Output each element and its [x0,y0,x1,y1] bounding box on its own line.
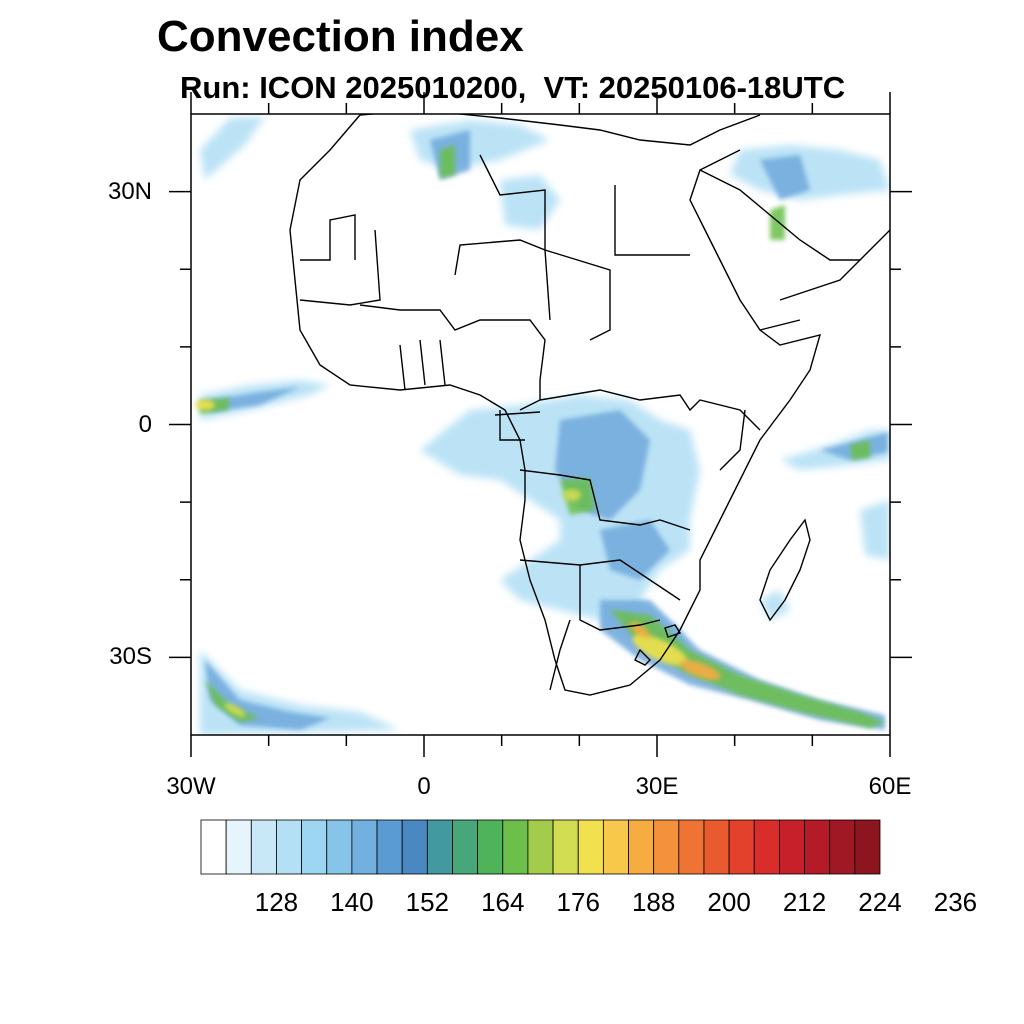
coastlines [289,114,890,696]
colorbar-label: 176 [556,887,600,917]
lat-tick-label: 30N [107,177,152,205]
colorbar-label: 212 [782,887,827,917]
colorbar-swatch [276,819,302,875]
lon-tick-label: 60E [868,773,912,800]
colorbar-swatch [779,819,805,875]
lon-tick-label: 30E [635,773,679,800]
colorbar-label: 188 [631,887,676,917]
colorbar-swatch [854,819,881,875]
colorbar [200,819,881,875]
colorbar-swatch [753,819,780,875]
colorbar-swatch [250,819,277,875]
colorbar-label: 164 [481,887,525,917]
lat-tick-label: 30S [109,643,152,671]
colorbar-swatch [326,819,353,875]
colorbar-swatch [577,819,604,875]
colorbar-swatch [426,819,453,875]
colorbar-swatch [552,819,579,875]
colorbar-label: 236 [933,887,978,917]
colorbar-swatch [602,819,629,875]
colorbar-swatch [728,819,755,875]
lon-tick-label: 30W [166,773,216,800]
colorbar-swatch [502,819,529,875]
chart-subtitle: Run: ICON 2025010200, VT: 20250106-18UTC [180,70,846,105]
colorbar-swatch [477,819,504,875]
lon-tick-label: 0 [417,773,431,800]
colorbar-swatch [653,819,680,875]
colorbar-swatch [804,819,831,875]
colorbar-swatch [829,819,856,875]
colorbar-swatch [351,819,378,875]
colorbar-swatch [628,819,655,875]
colorbar-swatch [703,819,730,875]
chart-title: Convection index [157,12,524,61]
colorbar-swatch [401,819,428,875]
lat-tick-label: 0 [138,410,152,438]
convection-field [195,116,890,735]
colorbar-label: 140 [330,887,374,917]
axis-ticks [169,92,912,757]
colorbar-swatch [200,819,227,875]
colorbar-label: 224 [858,887,902,917]
colorbar-label: 200 [707,887,751,917]
colorbar-label: 128 [254,887,299,917]
colorbar-swatch [301,819,328,875]
colorbar-swatch [452,819,479,875]
colorbar-swatch [527,819,554,875]
colorbar-swatch [225,819,252,875]
colorbar-label: 152 [405,887,450,917]
colorbar-swatch [678,819,705,875]
colorbar-swatch [376,819,403,875]
